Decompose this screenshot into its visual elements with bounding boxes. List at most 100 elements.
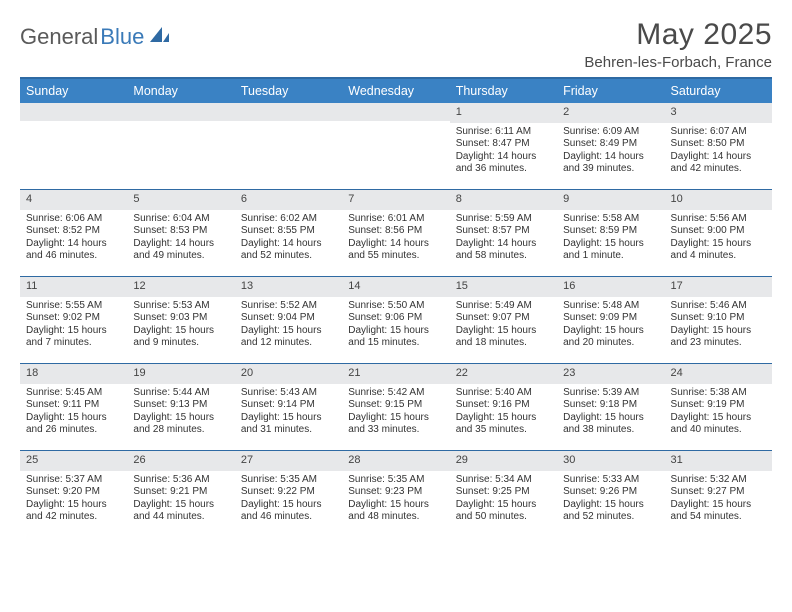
day-info-line: Sunset: 9:09 PM bbox=[563, 312, 658, 325]
day-info-line: Sunrise: 5:50 AM bbox=[348, 300, 443, 313]
day-info-line: and 49 minutes. bbox=[133, 250, 228, 263]
day-info-line: and 52 minutes. bbox=[241, 250, 336, 263]
day-info-line: and 48 minutes. bbox=[348, 511, 443, 524]
day-info-line: Sunrise: 5:32 AM bbox=[671, 474, 766, 487]
calendar-week: 1Sunrise: 6:11 AMSunset: 8:47 PMDaylight… bbox=[20, 103, 772, 189]
day-body: Sunrise: 5:44 AMSunset: 9:13 PMDaylight:… bbox=[127, 384, 234, 441]
calendar-day: 6Sunrise: 6:02 AMSunset: 8:55 PMDaylight… bbox=[235, 190, 342, 276]
day-info-line: and 35 minutes. bbox=[456, 424, 551, 437]
day-number: 2 bbox=[557, 103, 664, 123]
day-info-line: Sunset: 9:27 PM bbox=[671, 486, 766, 499]
day-body: Sunrise: 5:52 AMSunset: 9:04 PMDaylight:… bbox=[235, 297, 342, 354]
day-body: Sunrise: 5:45 AMSunset: 9:11 PMDaylight:… bbox=[20, 384, 127, 441]
day-info-line: Sunset: 8:59 PM bbox=[563, 225, 658, 238]
day-body: Sunrise: 5:33 AMSunset: 9:26 PMDaylight:… bbox=[557, 471, 664, 528]
calendar-day: 29Sunrise: 5:34 AMSunset: 9:25 PMDayligh… bbox=[450, 451, 557, 537]
day-number: 18 bbox=[20, 364, 127, 384]
calendar-day: 14Sunrise: 5:50 AMSunset: 9:06 PMDayligh… bbox=[342, 277, 449, 363]
day-number: 12 bbox=[127, 277, 234, 297]
day-info-line: Daylight: 15 hours bbox=[671, 412, 766, 425]
day-number: 1 bbox=[450, 103, 557, 123]
day-number: 25 bbox=[20, 451, 127, 471]
day-body bbox=[20, 121, 127, 128]
day-info-line: and 42 minutes. bbox=[26, 511, 121, 524]
day-body: Sunrise: 6:07 AMSunset: 8:50 PMDaylight:… bbox=[665, 123, 772, 180]
day-info-line: Sunset: 8:52 PM bbox=[26, 225, 121, 238]
day-body: Sunrise: 5:43 AMSunset: 9:14 PMDaylight:… bbox=[235, 384, 342, 441]
dow-sunday: Sunday bbox=[20, 79, 127, 103]
day-body: Sunrise: 5:40 AMSunset: 9:16 PMDaylight:… bbox=[450, 384, 557, 441]
day-number: 16 bbox=[557, 277, 664, 297]
day-info-line: Sunset: 8:55 PM bbox=[241, 225, 336, 238]
day-info-line: Daylight: 14 hours bbox=[348, 238, 443, 251]
calendar-day: 31Sunrise: 5:32 AMSunset: 9:27 PMDayligh… bbox=[665, 451, 772, 537]
day-info-line: Sunset: 9:18 PM bbox=[563, 399, 658, 412]
day-info-line: Daylight: 15 hours bbox=[133, 325, 228, 338]
day-number: 21 bbox=[342, 364, 449, 384]
day-info-line: Daylight: 14 hours bbox=[671, 151, 766, 164]
day-number: 24 bbox=[665, 364, 772, 384]
day-info-line: and 33 minutes. bbox=[348, 424, 443, 437]
day-info-line: Daylight: 15 hours bbox=[671, 238, 766, 251]
day-info-line: Daylight: 14 hours bbox=[241, 238, 336, 251]
calendar-day bbox=[235, 103, 342, 189]
day-info-line: Sunset: 9:02 PM bbox=[26, 312, 121, 325]
day-info-line: Sunset: 9:07 PM bbox=[456, 312, 551, 325]
day-number bbox=[342, 103, 449, 121]
day-body: Sunrise: 5:59 AMSunset: 8:57 PMDaylight:… bbox=[450, 210, 557, 267]
day-info-line: Sunrise: 5:38 AM bbox=[671, 387, 766, 400]
day-info-line: Sunset: 9:13 PM bbox=[133, 399, 228, 412]
calendar-day: 26Sunrise: 5:36 AMSunset: 9:21 PMDayligh… bbox=[127, 451, 234, 537]
calendar-day: 15Sunrise: 5:49 AMSunset: 9:07 PMDayligh… bbox=[450, 277, 557, 363]
day-number: 20 bbox=[235, 364, 342, 384]
day-info-line: Sunrise: 5:34 AM bbox=[456, 474, 551, 487]
day-info-line: Sunrise: 5:53 AM bbox=[133, 300, 228, 313]
day-body: Sunrise: 6:04 AMSunset: 8:53 PMDaylight:… bbox=[127, 210, 234, 267]
day-info-line: Sunrise: 5:52 AM bbox=[241, 300, 336, 313]
day-number: 17 bbox=[665, 277, 772, 297]
title-block: May 2025 Behren-les-Forbach, France bbox=[584, 18, 772, 71]
calendar-day: 24Sunrise: 5:38 AMSunset: 9:19 PMDayligh… bbox=[665, 364, 772, 450]
day-number: 15 bbox=[450, 277, 557, 297]
day-body: Sunrise: 5:48 AMSunset: 9:09 PMDaylight:… bbox=[557, 297, 664, 354]
day-info-line: Sunset: 8:53 PM bbox=[133, 225, 228, 238]
day-info-line: Sunset: 8:56 PM bbox=[348, 225, 443, 238]
day-info-line: Sunset: 9:15 PM bbox=[348, 399, 443, 412]
day-info-line: Daylight: 15 hours bbox=[348, 499, 443, 512]
day-body: Sunrise: 6:11 AMSunset: 8:47 PMDaylight:… bbox=[450, 123, 557, 180]
day-info-line: Sunrise: 6:02 AM bbox=[241, 213, 336, 226]
day-info-line: Daylight: 15 hours bbox=[133, 412, 228, 425]
day-info-line: Sunset: 9:16 PM bbox=[456, 399, 551, 412]
day-info-line: Daylight: 15 hours bbox=[456, 412, 551, 425]
day-info-line: Sunrise: 5:36 AM bbox=[133, 474, 228, 487]
day-body: Sunrise: 6:02 AMSunset: 8:55 PMDaylight:… bbox=[235, 210, 342, 267]
day-info-line: and 31 minutes. bbox=[241, 424, 336, 437]
day-info-line: Daylight: 14 hours bbox=[456, 238, 551, 251]
day-info-line: Daylight: 15 hours bbox=[456, 499, 551, 512]
calendar-day: 23Sunrise: 5:39 AMSunset: 9:18 PMDayligh… bbox=[557, 364, 664, 450]
day-info-line: Sunset: 8:47 PM bbox=[456, 138, 551, 151]
day-info-line: Sunrise: 6:11 AM bbox=[456, 126, 551, 139]
day-body: Sunrise: 5:36 AMSunset: 9:21 PMDaylight:… bbox=[127, 471, 234, 528]
day-info-line: Sunrise: 5:44 AM bbox=[133, 387, 228, 400]
day-info-line: Daylight: 15 hours bbox=[456, 325, 551, 338]
location-subtitle: Behren-les-Forbach, France bbox=[584, 54, 772, 71]
day-info-line: Sunrise: 5:42 AM bbox=[348, 387, 443, 400]
calendar-day: 13Sunrise: 5:52 AMSunset: 9:04 PMDayligh… bbox=[235, 277, 342, 363]
day-info-line: Sunset: 8:57 PM bbox=[456, 225, 551, 238]
calendar-day: 21Sunrise: 5:42 AMSunset: 9:15 PMDayligh… bbox=[342, 364, 449, 450]
calendar-day: 12Sunrise: 5:53 AMSunset: 9:03 PMDayligh… bbox=[127, 277, 234, 363]
calendar-day: 25Sunrise: 5:37 AMSunset: 9:20 PMDayligh… bbox=[20, 451, 127, 537]
day-info-line: Sunset: 9:14 PM bbox=[241, 399, 336, 412]
day-body: Sunrise: 5:38 AMSunset: 9:19 PMDaylight:… bbox=[665, 384, 772, 441]
day-info-line: Daylight: 14 hours bbox=[26, 238, 121, 251]
day-info-line: and 26 minutes. bbox=[26, 424, 121, 437]
day-info-line: Sunset: 9:23 PM bbox=[348, 486, 443, 499]
day-number: 22 bbox=[450, 364, 557, 384]
day-number: 9 bbox=[557, 190, 664, 210]
day-info-line: and 46 minutes. bbox=[241, 511, 336, 524]
day-info-line: Daylight: 15 hours bbox=[671, 325, 766, 338]
calendar-day: 19Sunrise: 5:44 AMSunset: 9:13 PMDayligh… bbox=[127, 364, 234, 450]
day-number: 13 bbox=[235, 277, 342, 297]
dow-friday: Friday bbox=[557, 79, 664, 103]
